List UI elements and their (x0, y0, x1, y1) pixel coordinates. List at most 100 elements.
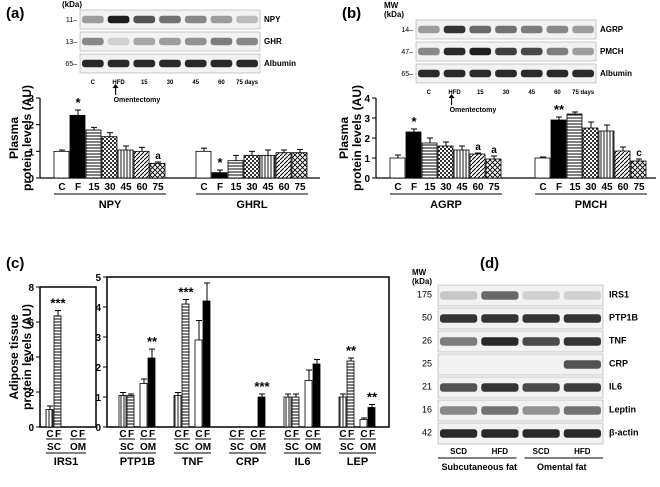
chart-a-x-tick-label: C (200, 182, 207, 193)
chart-c2-bar-label: F (293, 429, 299, 440)
chart-a-x-tick-label: 15 (230, 182, 242, 193)
blot-band (563, 429, 601, 438)
blot-band (440, 314, 478, 323)
chart-c2-bar-label: C (140, 429, 147, 440)
chart-c1-y-axis-title-line: protein levels (AU) (20, 304, 34, 410)
chart-b-x-tick-label: 30 (585, 182, 597, 193)
chart-c2-bar-label: C (119, 429, 126, 440)
chart-c2-bar-label: F (259, 429, 265, 440)
chart-b-x-tick-label: 60 (472, 182, 484, 193)
mw-header: MW (412, 268, 427, 277)
blot-band (563, 337, 601, 346)
chart-b-significance: a (491, 145, 497, 156)
blot-band (572, 69, 594, 78)
blot-band (82, 59, 104, 68)
blot-band (495, 69, 517, 78)
mw-marker: 11– (66, 17, 77, 24)
blot-band (440, 383, 478, 392)
chart-a-x-tick-label: 45 (262, 182, 274, 193)
chart-b-bar-agrp (405, 131, 422, 179)
chart-c2-y-tick-label: 3 (95, 333, 101, 344)
blot-band (159, 59, 181, 68)
chart-c2-significance: *** (178, 285, 194, 300)
chart-c2-bar-label: C (195, 429, 202, 440)
blot-protein-label: Albumin (600, 69, 632, 78)
blot-lane-label: SCD (450, 447, 467, 456)
blot-band (82, 37, 104, 46)
blot-lane-label: 15 (477, 90, 484, 96)
chart-a-bar-ghrl (227, 160, 244, 179)
blot-band (210, 59, 233, 68)
chart-b-significance: ** (554, 102, 565, 117)
chart-c2-y-tick-label: 2 (95, 363, 101, 374)
mw-header-unit: (kDa) (62, 0, 82, 9)
blot-band (107, 59, 130, 68)
blot-band (133, 59, 156, 68)
chart-c1-bar-label: C (46, 429, 53, 440)
blot-lane-label: 75 days (572, 90, 595, 96)
mw-marker: 16 (422, 405, 432, 415)
chart-a-x-tick-label: C (58, 182, 65, 193)
chart-c2-bar-tnf (194, 339, 203, 428)
blot-band (522, 314, 560, 323)
blot-protein-label: CRP (609, 359, 628, 369)
chart-a-bar-npy (69, 114, 86, 179)
blot-row-Leptin (437, 399, 604, 422)
chart-c1-group-label: IRS1 (54, 456, 78, 468)
chart-a-significance: * (217, 155, 223, 170)
blot-lane-label: 60 (218, 80, 225, 86)
chart-b-x-tick-label: 45 (456, 182, 468, 193)
chart-a-x-tick-label: 45 (120, 182, 132, 193)
chart-a-y-tick-label: 1 (28, 147, 34, 158)
blot-protein-label: NPY (264, 15, 281, 24)
blot-band (481, 383, 519, 392)
blot-row-PMCH (415, 41, 597, 62)
chart-c2-group-label: CRP (236, 456, 259, 468)
chart-b-bar-pmch (550, 119, 567, 179)
chart-c2-site-label: OM (360, 442, 376, 453)
chart-a-y-tick-label: 3 (28, 94, 34, 105)
chart-a-x-tick-label: 15 (88, 182, 100, 193)
blot-band (481, 337, 519, 346)
blot-band (481, 314, 519, 323)
chart-b-group-label: AGRP (430, 199, 462, 211)
blot-protein-label: PTP1B (609, 313, 639, 323)
chart-a-bar-ghrl (195, 150, 212, 179)
blot-band (184, 15, 207, 24)
chart-c2-site-label: SC (230, 442, 244, 453)
chart-c2-bar-tnf (181, 303, 190, 428)
blot-band (443, 47, 466, 56)
blot-lane-label: 30 (167, 80, 174, 86)
chart-c1-bar-irs1 (45, 409, 54, 428)
chart-c2-bar-il6 (283, 396, 292, 428)
chart-c2-bar-label: C (339, 429, 346, 440)
blot-band (520, 47, 543, 56)
blot-band (443, 25, 466, 34)
blot-protein-label: IRS1 (609, 290, 629, 300)
chart-c2-bar-tnf (202, 300, 211, 428)
chart-c2-group-label: IL6 (295, 456, 311, 468)
blot-band (82, 15, 104, 24)
blot-lane-label: 75 days (236, 80, 259, 86)
chart-a-y-tick-label: 0 (28, 174, 34, 185)
chart-c2-y-tick-label: 0 (95, 423, 101, 434)
blot-lane-label: 45 (528, 90, 535, 96)
blot-protein-label: TNF (609, 336, 627, 346)
chart-b-x-tick-label: C (539, 182, 546, 193)
chart-a-x-tick-label: 60 (278, 182, 290, 193)
chart-b-bar-pmch (598, 130, 615, 179)
blot-protein-label: β-actin (609, 428, 639, 438)
chart-b-significance: * (411, 114, 417, 129)
chart-b-y-tick-label: 0 (364, 174, 370, 185)
chart-a-significance: * (75, 95, 81, 110)
blot-band (107, 37, 130, 46)
omentectomy-label: Omentectomy (114, 97, 161, 104)
chart-c2-bar-label: F (238, 429, 244, 440)
arrow-head-icon (112, 84, 119, 88)
chart-c2-y-tick-label: 4 (95, 303, 101, 314)
blot-band (184, 59, 207, 68)
mw-marker: 47– (401, 49, 413, 56)
chart-c2-bar-label: F (149, 429, 155, 440)
blot-band (440, 337, 478, 346)
mw-marker: 50 (422, 313, 432, 323)
